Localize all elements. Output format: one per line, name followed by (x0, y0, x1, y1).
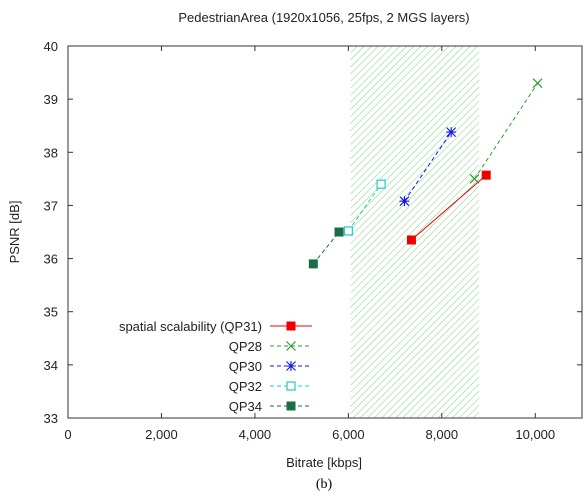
series-qp30 (399, 127, 457, 207)
legend-label: QP30 (229, 359, 262, 374)
y-tick-label: 37 (44, 198, 58, 213)
legend-marker (286, 361, 296, 371)
shaded-region-layer (350, 46, 480, 418)
x-tick-label: 0 (64, 427, 71, 442)
legend-marker (286, 341, 296, 351)
series-line (347, 183, 382, 232)
data-point (481, 170, 491, 180)
series-line (312, 231, 340, 265)
series-qp34 (308, 227, 344, 269)
y-tick-label: 34 (44, 358, 58, 373)
legend-label: QP34 (229, 399, 262, 414)
legend-marker (286, 381, 296, 391)
y-tick-label: 33 (44, 411, 58, 426)
y-tick-label: 36 (44, 252, 58, 267)
legend-marker (286, 401, 296, 411)
series-layer (308, 78, 543, 269)
x-tick-label: 4,000 (239, 427, 272, 442)
x-tick-label: 8,000 (426, 427, 459, 442)
legend-entry: QP32 (229, 379, 312, 394)
y-axis-label: PSNR [dB] (7, 201, 22, 264)
data-point (334, 227, 344, 237)
series-qp28 (469, 78, 543, 184)
legend: spatial scalability (QP31) QP28 QP30 QP32 QP… (119, 319, 312, 414)
figure-caption: (b) (316, 477, 333, 492)
data-point (399, 196, 410, 207)
series-line (474, 82, 539, 180)
chart-title: PedestrianArea (1920x1056, 25fps, 2 MGS … (178, 10, 469, 25)
legend-label: spatial scalability (QP31) (119, 319, 262, 334)
series-spatial-scalability-qp31 (406, 170, 491, 245)
data-point (308, 259, 318, 269)
legend-marker (286, 321, 296, 331)
x-axis-label: Bitrate [kbps] (286, 455, 362, 470)
y-tick-label: 39 (44, 92, 58, 107)
data-point (343, 226, 353, 236)
y-tick-label: 35 (44, 305, 58, 320)
legend-entry: QP34 (229, 399, 312, 414)
data-point (406, 235, 416, 245)
axis-ticks: 0 2,000 4,000 6,000 8,000 10,000 33 34 35 36 37 38 3… (44, 39, 582, 442)
x-tick-label: 10,000 (515, 427, 555, 442)
series-line (411, 174, 487, 241)
legend-entry: spatial scalability (QP31) (119, 319, 312, 334)
data-point (469, 173, 480, 184)
shaded-region (350, 46, 480, 418)
data-point (446, 127, 457, 138)
y-tick-label: 38 (44, 145, 58, 160)
series-qp32 (343, 179, 386, 236)
data-point (532, 78, 543, 89)
legend-label: QP32 (229, 379, 262, 394)
legend-label: QP28 (229, 339, 262, 354)
data-point (376, 179, 386, 189)
legend-entry: QP28 (229, 339, 312, 354)
y-tick-label: 40 (44, 39, 58, 54)
x-tick-label: 6,000 (332, 427, 365, 442)
legend-entry: QP30 (229, 359, 312, 374)
x-tick-label: 2,000 (145, 427, 178, 442)
plot-frame (67, 45, 583, 419)
